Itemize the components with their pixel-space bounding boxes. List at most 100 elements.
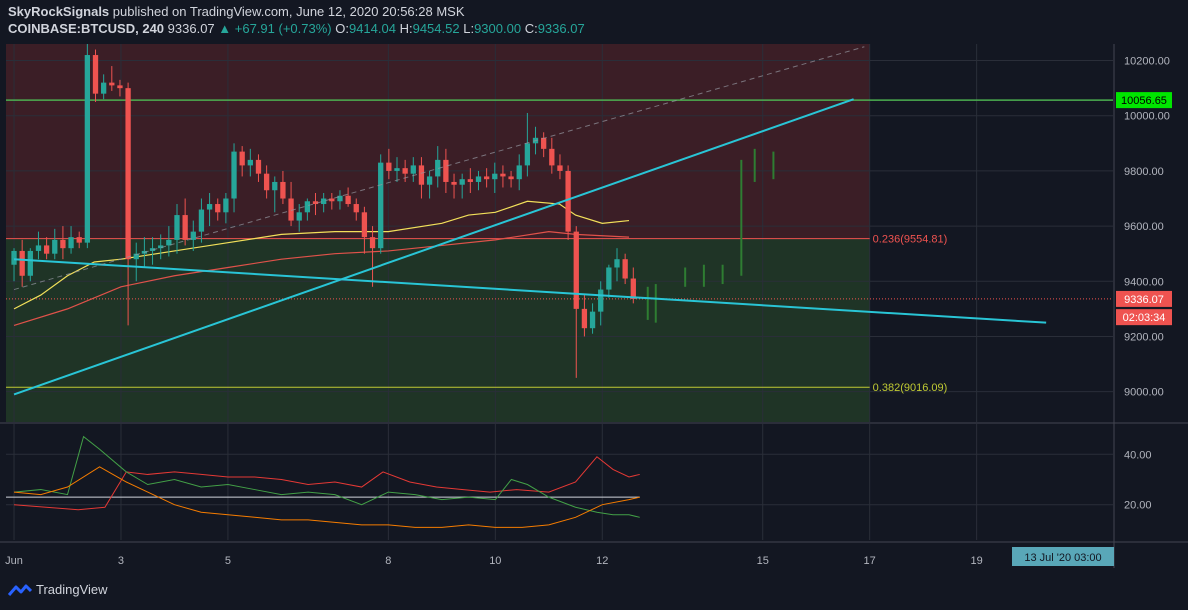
trendline <box>13 258 1047 324</box>
candle-body <box>581 308 588 329</box>
candle-body <box>435 159 441 177</box>
candle-body <box>410 165 416 174</box>
time-tick-label: 5 <box>225 555 231 567</box>
candle-body <box>198 209 205 232</box>
open-value: 9414.04 <box>348 21 396 36</box>
candle-body <box>557 165 563 171</box>
time-tick-label: 17 <box>864 555 876 567</box>
candle-body <box>52 239 58 254</box>
indicator-line <box>13 456 640 511</box>
candle-body <box>166 239 172 246</box>
time-tick-label: 12 <box>596 555 608 567</box>
candle-body <box>467 179 473 182</box>
candle-body <box>573 231 579 309</box>
candle-body <box>386 162 392 171</box>
low-label: L: <box>463 21 475 36</box>
candle-body <box>215 204 221 213</box>
fib-zone-upper <box>6 44 870 239</box>
candle-body <box>337 195 343 202</box>
candle-body <box>190 231 196 240</box>
candle-body <box>483 176 490 180</box>
price-tick-label: 9400.00 <box>1124 276 1164 288</box>
price-tag-bg <box>1116 309 1172 326</box>
candle-body <box>353 204 359 213</box>
crosshair-date-bg <box>1012 547 1114 566</box>
candle-body <box>174 215 180 240</box>
author-name[interactable]: SkyRockSignals <box>8 4 110 19</box>
candle-body <box>296 212 302 221</box>
open-label: O: <box>335 21 349 36</box>
fib-level-label: 0.236(9554.81) <box>873 234 948 246</box>
candle-body <box>500 173 506 177</box>
candle-body <box>133 253 139 260</box>
indicator-line <box>13 435 640 518</box>
price-tag-bg <box>1116 92 1172 109</box>
candle-body <box>329 198 335 202</box>
candle-body <box>247 159 253 166</box>
candle-body <box>378 162 384 249</box>
candle-body <box>101 82 107 94</box>
candle-body <box>35 245 42 251</box>
price-tick-label: 9600.00 <box>1124 221 1164 233</box>
candle-body <box>565 170 571 232</box>
candle-body <box>109 82 115 86</box>
time-tick-label: 10 <box>489 555 501 567</box>
price-tick-label: 9200.00 <box>1124 331 1164 343</box>
fib-level-label: 0.382(9016.09) <box>873 382 948 394</box>
candle-body <box>622 259 628 279</box>
candle-body <box>606 267 612 290</box>
candle-body <box>492 173 498 180</box>
price-change: ▲ +67.91 (+0.73%) <box>218 21 332 36</box>
price-tick-label: 9800.00 <box>1124 166 1164 178</box>
candle-body <box>182 215 188 240</box>
candle-body <box>394 168 400 171</box>
time-tick-label: 8 <box>385 555 391 567</box>
candle-body <box>68 237 74 249</box>
time-tick-label: Jun <box>5 555 23 567</box>
candle-body <box>76 237 82 243</box>
candle-body <box>418 165 425 185</box>
price-tag-label: 02:03:34 <box>1123 312 1166 324</box>
candle-body <box>475 176 482 182</box>
indicator-tick-label: 40.00 <box>1124 449 1152 461</box>
candle-body <box>614 259 620 268</box>
candle-body <box>630 278 636 299</box>
candle-body <box>426 176 433 185</box>
indicator-tick-label: 20.00 <box>1124 500 1152 512</box>
candle-body <box>272 181 278 191</box>
candle-body <box>223 198 229 213</box>
candle-body <box>263 173 270 191</box>
candle-body <box>304 201 311 213</box>
tradingview-brand: TradingView <box>36 582 108 597</box>
indicator-line <box>13 466 640 528</box>
candle-body <box>369 237 376 249</box>
publish-header: SkyRockSignals published on TradingView.… <box>8 4 465 19</box>
candle-body <box>451 181 457 185</box>
time-tick-label: 19 <box>971 555 983 567</box>
candle-body <box>19 250 25 276</box>
candle-body <box>459 179 465 185</box>
candle-body <box>443 159 449 182</box>
symbol-legend: COINBASE:BTCUSD, 240 9336.07 ▲ +67.91 (+… <box>8 21 585 36</box>
price-tag-bg <box>1116 290 1172 307</box>
candle-body <box>117 85 123 89</box>
candle-body <box>280 181 286 199</box>
candle-body <box>516 165 522 180</box>
candle-body <box>288 198 294 221</box>
time-tick-label: 15 <box>757 555 769 567</box>
tradingview-logo[interactable]: TradingView <box>8 582 108 597</box>
publish-info: published on TradingView.com, June 12, 2… <box>112 4 465 19</box>
candle-body <box>27 250 33 276</box>
candle-body <box>158 245 164 249</box>
price-tick-label: 10000.00 <box>1124 111 1170 123</box>
time-tick-label: 3 <box>118 555 124 567</box>
candle-body <box>541 137 547 149</box>
candle-body <box>524 143 531 166</box>
symbol-name[interactable]: COINBASE:BTCUSD, 240 <box>8 21 165 36</box>
price-tick-label: 10200.00 <box>1124 56 1170 68</box>
candle-body <box>92 55 99 94</box>
candle-body <box>239 151 245 166</box>
moving-average-red <box>13 231 630 327</box>
